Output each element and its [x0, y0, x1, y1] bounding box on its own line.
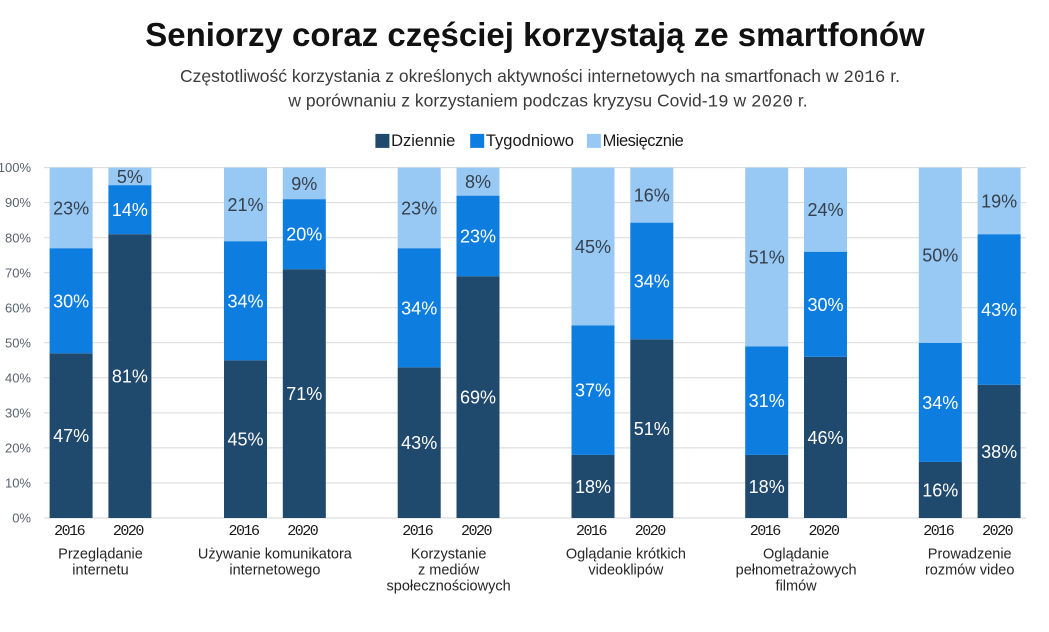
svg-text:18%: 18%	[575, 477, 611, 497]
svg-text:43%: 43%	[401, 433, 437, 453]
svg-text:Prowadzenie: Prowadzenie	[928, 547, 1012, 563]
svg-text:50%: 50%	[922, 246, 958, 266]
svg-text:45%: 45%	[227, 430, 263, 450]
svg-text:34%: 34%	[401, 298, 437, 318]
svg-text:Tygodniowo: Tygodniowo	[486, 132, 574, 150]
svg-text:2020: 2020	[808, 523, 840, 540]
svg-text:Oglądanie krótkich: Oglądanie krótkich	[566, 547, 686, 563]
svg-text:16%: 16%	[922, 481, 958, 501]
svg-text:100%: 100%	[0, 160, 31, 175]
svg-text:81%: 81%	[112, 367, 148, 387]
svg-text:2016: 2016	[923, 523, 955, 540]
svg-text:Przeglądanie: Przeglądanie	[58, 547, 143, 563]
svg-text:43%: 43%	[981, 300, 1017, 320]
svg-text:z mediów: z mediów	[418, 563, 480, 579]
svg-text:2016: 2016	[228, 523, 260, 540]
svg-text:80%: 80%	[5, 230, 31, 245]
svg-text:Używanie komunikatora: Używanie komunikatora	[198, 547, 353, 563]
svg-text:70%: 70%	[5, 265, 31, 280]
svg-text:Seniorzy coraz częściej korzys: Seniorzy coraz częściej korzystają ze sm…	[145, 16, 925, 53]
svg-text:71%: 71%	[286, 384, 322, 404]
svg-text:Dziennie: Dziennie	[391, 132, 455, 150]
svg-text:40%: 40%	[5, 370, 31, 385]
svg-text:2020: 2020	[635, 523, 667, 540]
svg-text:Częstotliwość korzystania z ok: Częstotliwość korzystania z określonych …	[180, 66, 900, 88]
svg-text:pełnometrażowych: pełnometrażowych	[736, 563, 857, 579]
svg-text:Oglądanie: Oglądanie	[763, 547, 829, 563]
svg-text:34%: 34%	[922, 393, 958, 413]
svg-text:14%: 14%	[112, 200, 148, 220]
svg-text:internetu: internetu	[72, 563, 128, 579]
svg-text:18%: 18%	[749, 477, 785, 497]
svg-text:45%: 45%	[575, 237, 611, 257]
svg-text:16%: 16%	[634, 186, 670, 206]
svg-text:filmów: filmów	[776, 579, 818, 595]
svg-text:videoklipów: videoklipów	[588, 563, 663, 579]
svg-text:51%: 51%	[749, 248, 785, 268]
svg-text:w porównaniu z korzystaniem po: w porównaniu z korzystaniem podczas kryz…	[287, 91, 807, 113]
svg-text:21%: 21%	[227, 195, 263, 215]
svg-text:30%: 30%	[53, 291, 89, 311]
svg-text:30%: 30%	[5, 406, 31, 421]
svg-text:46%: 46%	[807, 428, 843, 448]
svg-text:19%: 19%	[981, 191, 1017, 211]
svg-text:50%: 50%	[5, 335, 31, 350]
svg-text:Miesięcznie: Miesięcznie	[603, 132, 684, 150]
svg-text:23%: 23%	[53, 198, 89, 218]
svg-text:społecznościowych: społecznościowych	[387, 579, 511, 595]
svg-text:0%: 0%	[12, 511, 31, 526]
svg-text:38%: 38%	[981, 442, 1017, 462]
svg-text:8%: 8%	[465, 172, 491, 192]
svg-text:2020: 2020	[287, 523, 319, 540]
svg-text:30%: 30%	[807, 295, 843, 315]
svg-text:2016: 2016	[576, 523, 608, 540]
svg-text:90%: 90%	[5, 195, 31, 210]
svg-text:20%: 20%	[286, 225, 322, 245]
svg-text:60%: 60%	[5, 300, 31, 315]
svg-text:51%: 51%	[634, 419, 670, 439]
svg-text:20%: 20%	[5, 441, 31, 456]
svg-text:34%: 34%	[634, 272, 670, 292]
svg-text:2020: 2020	[461, 523, 493, 540]
svg-text:24%: 24%	[807, 200, 843, 220]
svg-text:2016: 2016	[402, 523, 434, 540]
svg-text:69%: 69%	[460, 388, 496, 408]
svg-text:2020: 2020	[982, 523, 1014, 540]
svg-text:rozmów video: rozmów video	[925, 563, 1014, 579]
svg-text:9%: 9%	[291, 174, 317, 194]
svg-text:10%: 10%	[5, 476, 31, 491]
svg-text:37%: 37%	[575, 381, 611, 401]
svg-text:5%: 5%	[117, 167, 143, 187]
svg-text:Korzystanie: Korzystanie	[411, 547, 487, 563]
svg-text:23%: 23%	[401, 198, 437, 218]
svg-text:34%: 34%	[227, 291, 263, 311]
svg-text:2016: 2016	[54, 523, 86, 540]
svg-text:2016: 2016	[750, 523, 782, 540]
svg-text:47%: 47%	[53, 426, 89, 446]
svg-text:31%: 31%	[749, 391, 785, 411]
svg-text:2020: 2020	[113, 523, 145, 540]
svg-text:23%: 23%	[460, 226, 496, 246]
svg-text:internetowego: internetowego	[229, 563, 320, 579]
